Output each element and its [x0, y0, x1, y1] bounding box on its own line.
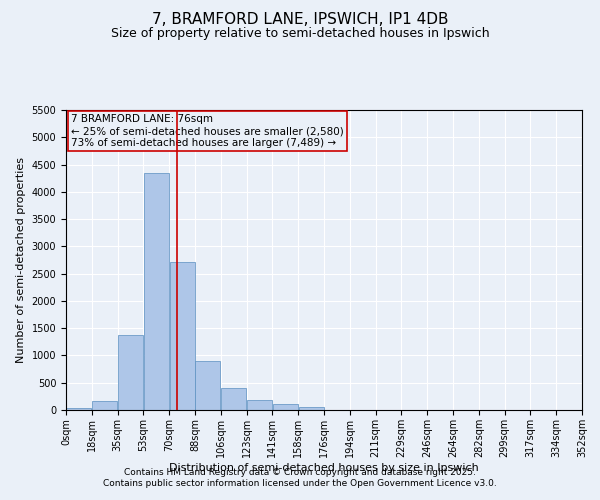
Bar [92, 400, 117, 410]
Bar [67, 408, 91, 410]
Bar [299, 407, 323, 410]
Bar [170, 262, 194, 410]
Bar [247, 400, 272, 410]
Text: 7, BRAMFORD LANE, IPSWICH, IP1 4DB: 7, BRAMFORD LANE, IPSWICH, IP1 4DB [152, 12, 448, 28]
Bar [118, 334, 143, 410]
Bar [196, 362, 220, 410]
X-axis label: Distribution of semi-detached houses by size in Ipswich: Distribution of semi-detached houses by … [169, 462, 479, 472]
Y-axis label: Number of semi-detached properties: Number of semi-detached properties [16, 157, 26, 363]
Text: 7 BRAMFORD LANE: 76sqm
← 25% of semi-detached houses are smaller (2,580)
73% of : 7 BRAMFORD LANE: 76sqm ← 25% of semi-det… [71, 114, 344, 148]
Bar [221, 388, 246, 410]
Bar [273, 404, 298, 410]
Text: Size of property relative to semi-detached houses in Ipswich: Size of property relative to semi-detach… [110, 28, 490, 40]
Bar [144, 174, 169, 410]
Text: Contains HM Land Registry data © Crown copyright and database right 2025.
Contai: Contains HM Land Registry data © Crown c… [103, 468, 497, 487]
